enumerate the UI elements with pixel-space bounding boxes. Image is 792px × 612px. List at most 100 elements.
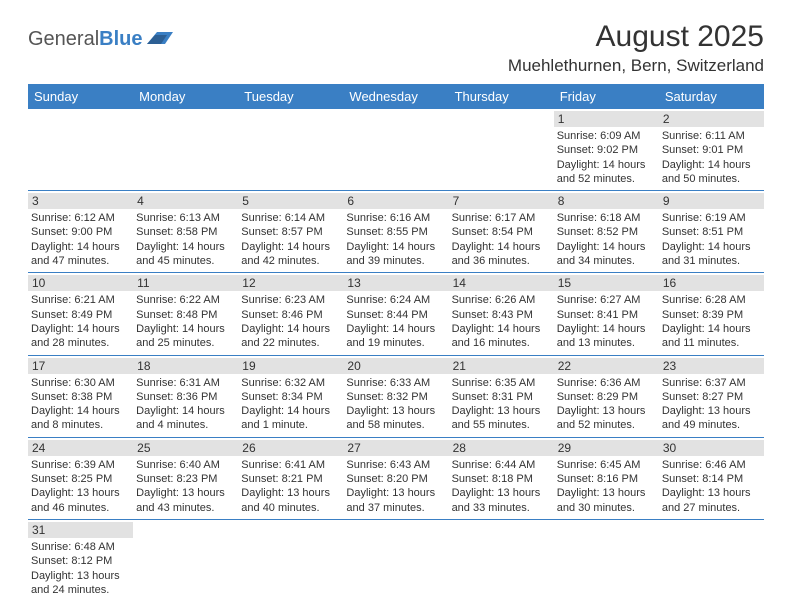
day-number: 30 xyxy=(659,440,764,456)
calendar-page: GeneralBlue August 2025 Muehlethurnen, B… xyxy=(0,0,792,611)
weekday-header: Saturday xyxy=(659,84,764,109)
day-info: Sunrise: 6:18 AMSunset: 8:52 PMDaylight:… xyxy=(557,211,656,268)
sunrise-text: Sunrise: 6:28 AM xyxy=(662,293,761,307)
day-info: Sunrise: 6:17 AMSunset: 8:54 PMDaylight:… xyxy=(452,211,551,268)
day-cell: 8Sunrise: 6:18 AMSunset: 8:52 PMDaylight… xyxy=(554,191,659,273)
daylight-text: Daylight: 13 hours and 52 minutes. xyxy=(557,404,656,433)
day-info: Sunrise: 6:12 AMSunset: 9:00 PMDaylight:… xyxy=(31,211,130,268)
day-number: 10 xyxy=(28,275,133,291)
day-info: Sunrise: 6:41 AMSunset: 8:21 PMDaylight:… xyxy=(241,458,340,515)
day-number: 23 xyxy=(659,358,764,374)
day-number: 27 xyxy=(343,440,448,456)
daylight-text: Daylight: 14 hours and 16 minutes. xyxy=(452,322,551,351)
day-cell: 21 Sunrise: 6:35 AMSunset: 8:31 PMDayligh… xyxy=(449,355,554,437)
day-cell: 15 Sunrise: 6:27 AMSunset: 8:41 PMDayligh… xyxy=(554,273,659,355)
day-info: Sunrise: 6:40 AMSunset: 8:23 PMDaylight:… xyxy=(136,458,235,515)
daylight-text: Daylight: 14 hours and 25 minutes. xyxy=(136,322,235,351)
day-number: 26 xyxy=(238,440,343,456)
daylight-text: Daylight: 14 hours and 36 minutes. xyxy=(452,240,551,269)
sunrise-text: Sunrise: 6:18 AM xyxy=(557,211,656,225)
sunset-text: Sunset: 8:58 PM xyxy=(136,225,235,239)
empty-cell xyxy=(133,519,238,601)
day-cell: 4 Sunrise: 6:13 AMSunset: 8:58 PMDaylight… xyxy=(133,191,238,273)
weekday-row: SundayMondayTuesdayWednesdayThursdayFrid… xyxy=(28,84,764,109)
day-info: Sunrise: 6:13 AMSunset: 8:58 PMDaylight:… xyxy=(136,211,235,268)
day-cell: 7Sunrise: 6:17 AMSunset: 8:54 PMDaylight… xyxy=(449,191,554,273)
day-cell: 3 Sunrise: 6:12 AMSunset: 9:00 PMDaylight… xyxy=(28,191,133,273)
day-number: 11 xyxy=(133,275,238,291)
header: GeneralBlue August 2025 Muehlethurnen, B… xyxy=(28,20,764,76)
day-info: Sunrise: 6:28 AMSunset: 8:39 PMDaylight:… xyxy=(662,293,761,350)
empty-cell xyxy=(449,109,554,191)
day-number: 2 xyxy=(659,111,764,127)
sunset-text: Sunset: 8:57 PM xyxy=(241,225,340,239)
day-number: 19 xyxy=(238,358,343,374)
day-info: Sunrise: 6:39 AMSunset: 8:25 PMDaylight:… xyxy=(31,458,130,515)
day-cell: 18Sunrise: 6:31 AMSunset: 8:36 PMDayligh… xyxy=(133,355,238,437)
day-cell: 10Sunrise: 6:21 AMSunset: 8:49 PMDayligh… xyxy=(28,273,133,355)
empty-cell xyxy=(133,109,238,191)
sunset-text: Sunset: 8:46 PM xyxy=(241,308,340,322)
daylight-text: Daylight: 13 hours and 24 minutes. xyxy=(31,569,130,598)
day-cell: 9Sunrise: 6:19 AMSunset: 8:51 PMDaylight… xyxy=(659,191,764,273)
day-cell: 22Sunrise: 6:36 AMSunset: 8:29 PMDayligh… xyxy=(554,355,659,437)
day-number: 12 xyxy=(238,275,343,291)
daylight-text: Daylight: 14 hours and 50 minutes. xyxy=(662,158,761,187)
sunset-text: Sunset: 8:49 PM xyxy=(31,308,130,322)
daylight-text: Daylight: 14 hours and 42 minutes. xyxy=(241,240,340,269)
sunrise-text: Sunrise: 6:26 AM xyxy=(452,293,551,307)
weekday-header: Wednesday xyxy=(343,84,448,109)
day-cell: 1Sunrise: 6:09 AMSunset: 9:02 PMDaylight… xyxy=(554,109,659,191)
day-number: 4 xyxy=(133,193,238,209)
empty-cell xyxy=(238,519,343,601)
sunset-text: Sunset: 8:14 PM xyxy=(662,472,761,486)
sunrise-text: Sunrise: 6:40 AM xyxy=(136,458,235,472)
calendar-row: 1Sunrise: 6:09 AMSunset: 9:02 PMDaylight… xyxy=(28,109,764,191)
sunset-text: Sunset: 9:00 PM xyxy=(31,225,130,239)
sunset-text: Sunset: 8:32 PM xyxy=(346,390,445,404)
day-number: 29 xyxy=(554,440,659,456)
day-cell: 26 Sunrise: 6:41 AMSunset: 8:21 PMDayligh… xyxy=(238,437,343,519)
day-cell: 11Sunrise: 6:22 AMSunset: 8:48 PMDayligh… xyxy=(133,273,238,355)
weekday-header: Thursday xyxy=(449,84,554,109)
sunrise-text: Sunrise: 6:43 AM xyxy=(346,458,445,472)
sunrise-text: Sunrise: 6:24 AM xyxy=(346,293,445,307)
empty-cell xyxy=(343,109,448,191)
day-info: Sunrise: 6:35 AMSunset: 8:31 PMDaylight:… xyxy=(452,376,551,433)
day-info: Sunrise: 6:26 AMSunset: 8:43 PMDaylight:… xyxy=(452,293,551,350)
day-number: 15 xyxy=(554,275,659,291)
day-number: 18 xyxy=(133,358,238,374)
sunset-text: Sunset: 8:52 PM xyxy=(557,225,656,239)
sunrise-text: Sunrise: 6:37 AM xyxy=(662,376,761,390)
logo-text: GeneralBlue xyxy=(28,28,143,51)
day-number: 3 xyxy=(28,193,133,209)
weekday-header: Friday xyxy=(554,84,659,109)
sunrise-text: Sunrise: 6:11 AM xyxy=(662,129,761,143)
daylight-text: Daylight: 13 hours and 58 minutes. xyxy=(346,404,445,433)
day-cell: 17Sunrise: 6:30 AMSunset: 8:38 PMDayligh… xyxy=(28,355,133,437)
day-info: Sunrise: 6:44 AMSunset: 8:18 PMDaylight:… xyxy=(452,458,551,515)
sunset-text: Sunset: 8:39 PM xyxy=(662,308,761,322)
sunrise-text: Sunrise: 6:39 AM xyxy=(31,458,130,472)
sunset-text: Sunset: 8:18 PM xyxy=(452,472,551,486)
daylight-text: Daylight: 13 hours and 55 minutes. xyxy=(452,404,551,433)
weekday-header: Monday xyxy=(133,84,238,109)
sunrise-text: Sunrise: 6:30 AM xyxy=(31,376,130,390)
calendar-row: 10Sunrise: 6:21 AMSunset: 8:49 PMDayligh… xyxy=(28,273,764,355)
sunrise-text: Sunrise: 6:14 AM xyxy=(241,211,340,225)
title-block: August 2025 Muehlethurnen, Bern, Switzer… xyxy=(508,20,764,76)
daylight-text: Daylight: 14 hours and 11 minutes. xyxy=(662,322,761,351)
day-cell: 14Sunrise: 6:26 AMSunset: 8:43 PMDayligh… xyxy=(449,273,554,355)
day-number: 31 xyxy=(28,522,133,538)
day-number: 25 xyxy=(133,440,238,456)
day-cell: 5Sunrise: 6:14 AMSunset: 8:57 PMDaylight… xyxy=(238,191,343,273)
day-number: 21 xyxy=(449,358,554,374)
sunset-text: Sunset: 8:41 PM xyxy=(557,308,656,322)
daylight-text: Daylight: 14 hours and 34 minutes. xyxy=(557,240,656,269)
sunset-text: Sunset: 8:12 PM xyxy=(31,554,130,568)
day-cell: 20Sunrise: 6:33 AMSunset: 8:32 PMDayligh… xyxy=(343,355,448,437)
day-info: Sunrise: 6:27 AMSunset: 8:41 PMDaylight:… xyxy=(557,293,656,350)
sunset-text: Sunset: 8:29 PM xyxy=(557,390,656,404)
sunset-text: Sunset: 8:27 PM xyxy=(662,390,761,404)
calendar-table: SundayMondayTuesdayWednesdayThursdayFrid… xyxy=(28,84,764,601)
